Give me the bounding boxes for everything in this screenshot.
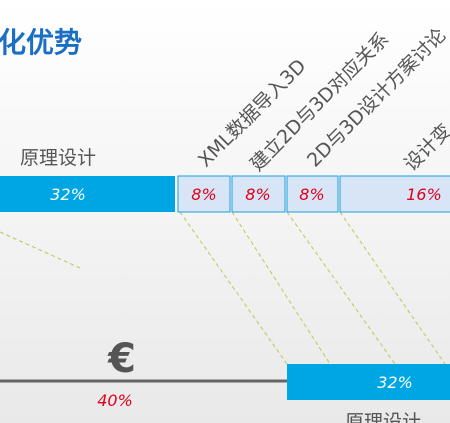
segment-value: 8% [191, 185, 216, 204]
title: 化优势 [0, 26, 82, 59]
right-label: 原理设计 [345, 411, 421, 423]
euro-icon: € [107, 336, 136, 382]
segment-value: 8% [299, 185, 324, 204]
connectors [0, 211, 446, 365]
segment [0, 176, 175, 212]
left-value: 40% [97, 391, 133, 410]
segment-value: 8% [245, 185, 270, 204]
bottom-bar [287, 364, 450, 400]
segments [177, 175, 450, 213]
segment-value: 16% [406, 185, 442, 204]
segment-value: 32% [50, 185, 86, 204]
bar-label: 原理设计 [20, 147, 96, 169]
right-value: 32% [377, 373, 413, 392]
